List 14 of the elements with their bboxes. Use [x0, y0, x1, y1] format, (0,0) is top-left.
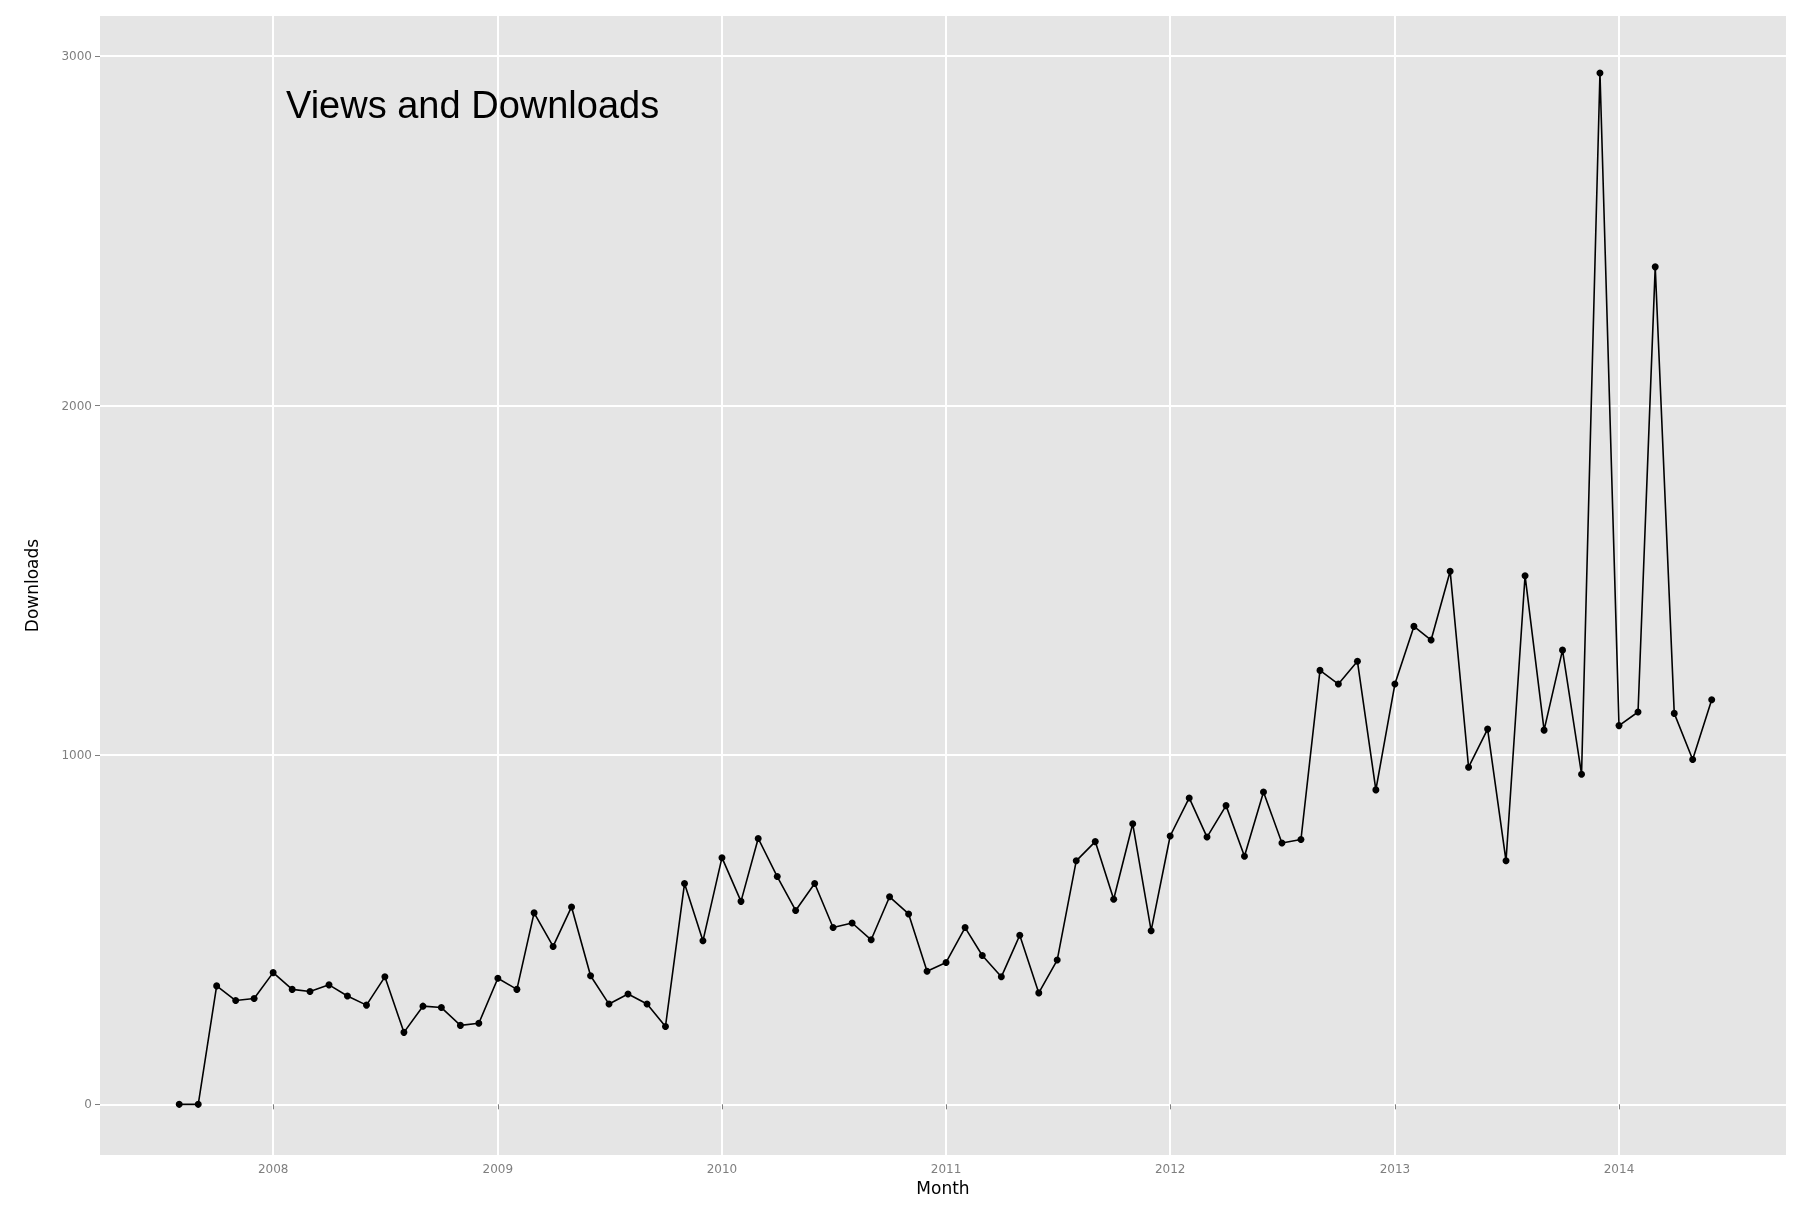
x-tick-label: 2009: [482, 1162, 514, 1176]
y-tick-label: 2000: [61, 398, 92, 413]
y-axis-title: Downloads: [21, 538, 42, 633]
y-tick-label: 3000: [61, 49, 92, 64]
x-tick-label: 2013: [1379, 1162, 1411, 1176]
y-tick-label: 1000: [61, 747, 92, 762]
annotation: Views and Downloads: [286, 84, 660, 126]
x-tick-label: 2010: [706, 1162, 738, 1176]
x-tick-label: 2014: [1603, 1162, 1635, 1176]
x-axis-title: Month: [916, 1178, 970, 1199]
x-tick-label: 2012: [1154, 1162, 1186, 1176]
x-tick-label: 2008: [257, 1162, 289, 1176]
y-tick-label: 0: [84, 1097, 92, 1112]
x-tick-label: 2011: [930, 1162, 962, 1176]
